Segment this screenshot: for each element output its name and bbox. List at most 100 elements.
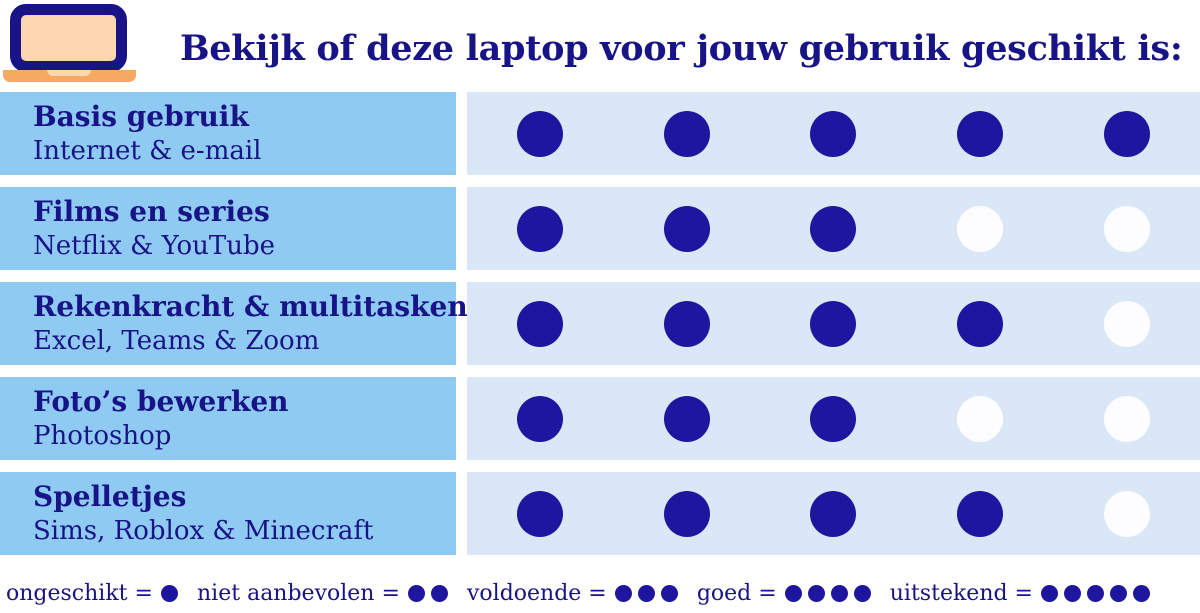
usage-label-box: Spelletjes Sims, Roblox & Minecraft bbox=[0, 472, 456, 555]
rating-dot-filled bbox=[663, 110, 710, 157]
rating-dot-cell bbox=[614, 92, 761, 175]
legend-dot bbox=[430, 584, 448, 602]
rating-dot-cell bbox=[467, 377, 614, 460]
usage-label-box: Basis gebruik Internet & e-mail bbox=[0, 92, 456, 175]
rating-dot-cell bbox=[907, 282, 1054, 365]
usage-row: Foto’s bewerken Photoshop bbox=[0, 377, 1200, 460]
rating-dot-cell bbox=[760, 187, 907, 270]
legend-dot bbox=[637, 584, 655, 602]
rating-dot-cell bbox=[614, 282, 761, 365]
rating-dot-cell bbox=[1053, 472, 1200, 555]
rating-dot-filled bbox=[517, 300, 564, 347]
usage-title: Spelletjes bbox=[33, 479, 187, 513]
rating-dot-cell bbox=[1053, 377, 1200, 460]
rating-dot-filled bbox=[663, 490, 710, 537]
rating-dot-filled bbox=[957, 300, 1004, 347]
rating-dot-filled bbox=[517, 110, 564, 157]
rating-dot-filled bbox=[663, 395, 710, 442]
usage-title: Films en series bbox=[33, 194, 270, 228]
legend-dot bbox=[660, 584, 678, 602]
legend-dot bbox=[1064, 584, 1081, 602]
legend-dot-group bbox=[1041, 584, 1150, 602]
rating-dot-filled bbox=[957, 110, 1004, 157]
rating-dot-filled bbox=[517, 490, 564, 537]
rating-dots bbox=[467, 377, 1200, 460]
legend-dot bbox=[784, 584, 802, 602]
usage-examples: Internet & e-mail bbox=[33, 135, 262, 166]
rating-dot-empty bbox=[957, 395, 1004, 442]
legend-dot bbox=[1087, 584, 1104, 602]
rating-dot-empty bbox=[1103, 300, 1150, 347]
rating-dot-filled bbox=[810, 395, 857, 442]
rating-dot-cell bbox=[760, 282, 907, 365]
legend-item: uitstekend = bbox=[890, 581, 1150, 606]
rating-dot-cell bbox=[760, 92, 907, 175]
page-title: Bekijk of deze laptop voor jouw gebruik … bbox=[180, 28, 1183, 69]
rating-dot-cell bbox=[467, 282, 614, 365]
rating-dot-cell bbox=[907, 187, 1054, 270]
usage-row: Films en series Netflix & YouTube bbox=[0, 187, 1200, 270]
rating-dot-empty bbox=[1103, 205, 1150, 252]
rating-dot-cell bbox=[614, 377, 761, 460]
rating-dot-filled bbox=[1103, 110, 1150, 157]
usage-row: Basis gebruik Internet & e-mail bbox=[0, 92, 1200, 175]
rating-dot-filled bbox=[957, 490, 1004, 537]
laptop-notch-shape bbox=[47, 70, 91, 76]
laptop-icon bbox=[0, 0, 140, 92]
rating-legend: ongeschikt = niet aanbevolen = voldoende =… bbox=[6, 580, 1150, 606]
legend-dot bbox=[1133, 584, 1150, 602]
rating-dot-cell bbox=[467, 472, 614, 555]
legend-dot bbox=[614, 584, 632, 602]
legend-dot-group bbox=[407, 584, 448, 602]
usage-title: Rekenkracht & multitasken bbox=[33, 289, 468, 323]
legend-item: voldoende = bbox=[467, 581, 678, 606]
rating-dot-cell bbox=[614, 187, 761, 270]
rating-dot-cell bbox=[760, 472, 907, 555]
rating-dot-filled bbox=[663, 300, 710, 347]
rating-dot-cell bbox=[760, 377, 907, 460]
legend-dot-group bbox=[160, 584, 178, 602]
rating-dot-filled bbox=[810, 110, 857, 157]
rating-dot-empty bbox=[1103, 490, 1150, 537]
rating-table: Basis gebruik Internet & e-mail Films en s… bbox=[0, 92, 1200, 555]
usage-label-box: Films en series Netflix & YouTube bbox=[0, 187, 456, 270]
rating-dot-cell bbox=[907, 472, 1054, 555]
rating-dots bbox=[467, 282, 1200, 365]
legend-dot bbox=[407, 584, 425, 602]
legend-item: niet aanbevolen = bbox=[197, 581, 448, 606]
legend-dot bbox=[807, 584, 825, 602]
legend-item: goed = bbox=[697, 581, 871, 606]
rating-dot-cell bbox=[467, 92, 614, 175]
usage-row: Spelletjes Sims, Roblox & Minecraft bbox=[0, 472, 1200, 555]
usage-row: Rekenkracht & multitasken Excel, Teams & … bbox=[0, 282, 1200, 365]
legend-dot bbox=[830, 584, 848, 602]
rating-dot-filled bbox=[517, 395, 564, 442]
legend-dot-group bbox=[784, 584, 871, 602]
usage-examples: Photoshop bbox=[33, 420, 172, 451]
legend-label: voldoende = bbox=[466, 580, 607, 606]
legend-dot bbox=[853, 584, 871, 602]
rating-dot-filled bbox=[810, 300, 857, 347]
legend-label: ongeschikt = bbox=[6, 580, 153, 606]
legend-dot bbox=[1041, 584, 1058, 602]
usage-label-box: Foto’s bewerken Photoshop bbox=[0, 377, 456, 460]
legend-label: goed = bbox=[696, 580, 777, 606]
rating-dot-cell bbox=[467, 187, 614, 270]
rating-dot-filled bbox=[517, 205, 564, 252]
usage-title: Foto’s bewerken bbox=[33, 384, 289, 418]
legend-item: ongeschikt = bbox=[6, 581, 178, 606]
laptop-screen-shape bbox=[10, 4, 127, 72]
usage-examples: Netflix & YouTube bbox=[33, 230, 275, 261]
usage-examples: Excel, Teams & Zoom bbox=[33, 325, 320, 356]
rating-dot-cell bbox=[1053, 92, 1200, 175]
rating-dots bbox=[467, 187, 1200, 270]
rating-dot-cell bbox=[614, 472, 761, 555]
rating-dot-cell bbox=[1053, 282, 1200, 365]
rating-dots bbox=[467, 92, 1200, 175]
rating-dots bbox=[467, 472, 1200, 555]
legend-label: niet aanbevolen = bbox=[197, 580, 400, 606]
usage-label-box: Rekenkracht & multitasken Excel, Teams & … bbox=[0, 282, 468, 365]
rating-dot-cell bbox=[907, 377, 1054, 460]
rating-dot-cell bbox=[1053, 187, 1200, 270]
